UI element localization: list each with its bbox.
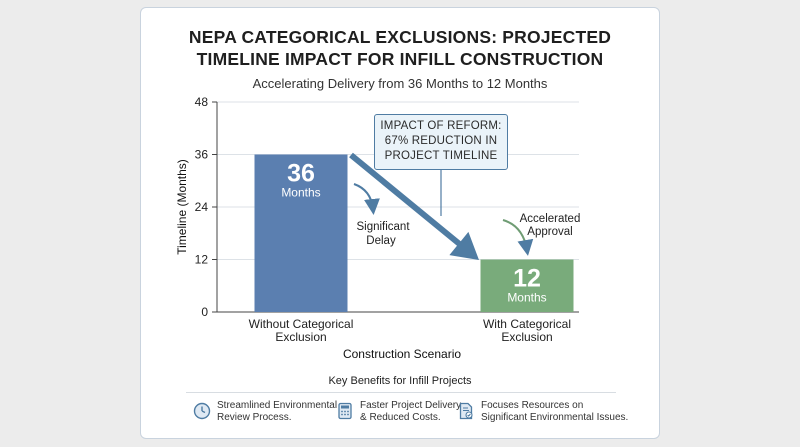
benefits-divider bbox=[186, 392, 616, 393]
reduction-trend-arrow bbox=[349, 152, 479, 260]
bar-1 bbox=[480, 259, 574, 312]
x-tick-label: Exclusion bbox=[501, 330, 552, 344]
y-tick-label: 24 bbox=[195, 200, 209, 214]
benefit-item-resources: Focuses Resources on Significant Environ… bbox=[457, 400, 628, 424]
benefit-resources-line1: Focuses Resources on bbox=[481, 400, 584, 411]
bar-value-label: 12 bbox=[513, 265, 541, 293]
y-tick-label: 12 bbox=[195, 253, 209, 267]
benefit-item-review: Streamlined Environmental Review Process… bbox=[193, 400, 337, 424]
benefit-item-delivery: Faster Project Delivery & Reduced Costs. bbox=[336, 400, 461, 424]
y-axis-title: Timeline (Months) bbox=[175, 159, 189, 255]
delay-curved-arrow bbox=[353, 183, 380, 215]
benefits-title: Key Benefits for Infill Projects bbox=[328, 375, 472, 387]
benefit-delivery-line2: & Reduced Costs. bbox=[360, 412, 441, 423]
bar-value-label: 36 bbox=[287, 160, 315, 188]
benefit-resources-line2: Significant Environmental Issues. bbox=[481, 412, 629, 423]
reform-impact-callout: IMPACT OF REFORM: 67% REDUCTION IN PROJE… bbox=[374, 114, 508, 170]
chart-title-line1: NEPA CATEGORICAL EXCLUSIONS: PROJECTED bbox=[188, 27, 612, 47]
annotation-approval-line2: Approval bbox=[527, 226, 572, 238]
bar-unit-label: Months bbox=[281, 186, 320, 200]
chart-card: NEPA CATEGORICAL EXCLUSIONS: PROJECTED T… bbox=[140, 7, 660, 439]
y-tick-label: 36 bbox=[195, 148, 209, 162]
annotation-delay-line1: Significant bbox=[356, 221, 410, 233]
document-check-icon bbox=[459, 402, 473, 420]
approval-curved-arrow bbox=[502, 219, 534, 256]
chart-title-line2: TIMELINE IMPACT FOR INFILL CONSTRUCTION bbox=[196, 49, 604, 69]
x-tick-label: With Categorical bbox=[483, 317, 571, 331]
calculator-icon bbox=[338, 402, 352, 420]
y-tick-label: 0 bbox=[201, 305, 208, 319]
x-axis-title: Construction Scenario bbox=[343, 347, 461, 361]
clock-icon bbox=[193, 402, 211, 420]
x-tick-label: Without Categorical bbox=[249, 317, 354, 331]
x-tick-label: Exclusion bbox=[275, 330, 326, 344]
chart-subtitle: Accelerating Delivery from 36 Months to … bbox=[252, 76, 548, 91]
benefit-review-line2: Review Process. bbox=[217, 412, 292, 423]
callout-line2: 67% REDUCTION IN bbox=[384, 135, 498, 147]
benefit-delivery-line1: Faster Project Delivery bbox=[360, 400, 462, 411]
bar-0 bbox=[254, 154, 348, 312]
annotation-approval-line1: Accelerated bbox=[520, 213, 581, 225]
y-tick-label: 48 bbox=[195, 95, 209, 109]
callout-line3: PROJECT TIMELINE bbox=[384, 150, 498, 162]
callout-line1: IMPACT OF REFORM: bbox=[380, 120, 502, 132]
annotation-delay-line2: Delay bbox=[366, 235, 396, 247]
bar-unit-label: Months bbox=[507, 291, 546, 305]
benefit-review-line1: Streamlined Environmental bbox=[217, 400, 338, 411]
